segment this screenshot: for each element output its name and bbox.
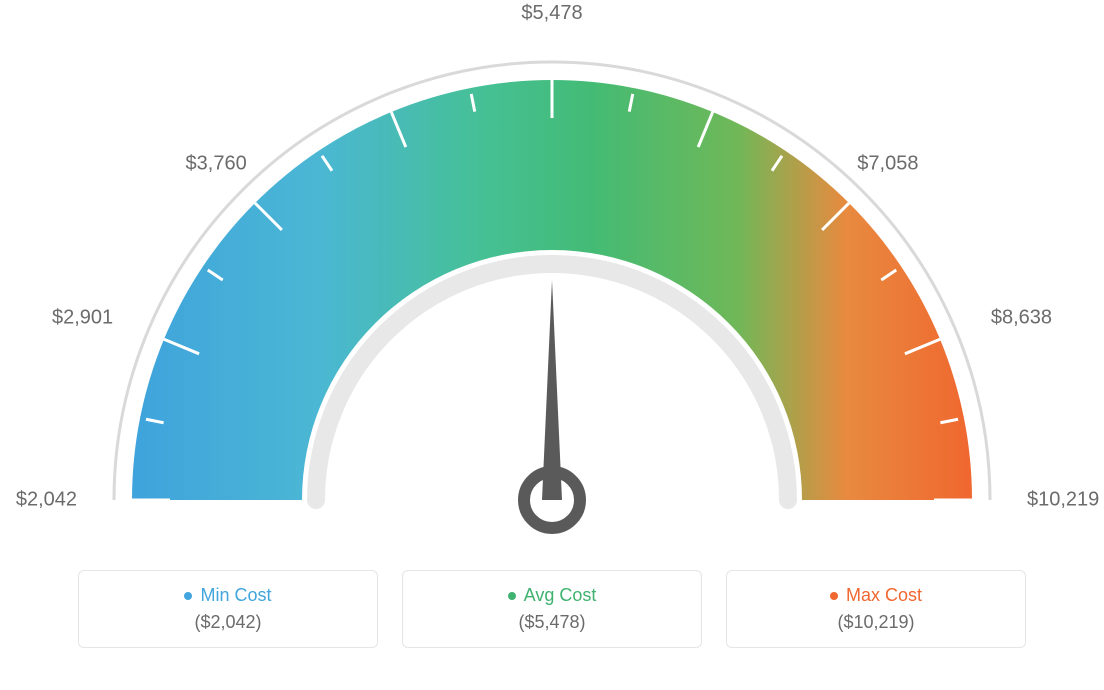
legend-card-min: Min Cost ($2,042) xyxy=(78,570,378,648)
legend-min-label: Min Cost xyxy=(184,585,271,606)
legend-avg-label: Avg Cost xyxy=(508,585,597,606)
gauge-scale-label: $3,760 xyxy=(186,153,247,176)
legend-card-max: Max Cost ($10,219) xyxy=(726,570,1026,648)
legend-avg-value: ($5,478) xyxy=(423,612,681,633)
gauge-scale-label: $8,638 xyxy=(991,307,1052,330)
gauge-chart: $2,042 $2,901 $3,760 $5,478 $7,058 $8,638 $10,… xyxy=(0,0,1104,560)
gauge-scale-label: $2,901 xyxy=(52,307,113,330)
legend-max-value: ($10,219) xyxy=(747,612,1005,633)
gauge-scale-label: $10,219 xyxy=(1027,489,1099,512)
legend-min-value: ($2,042) xyxy=(99,612,357,633)
gauge-scale-label: $7,058 xyxy=(857,153,918,176)
gauge-svg xyxy=(0,0,1104,560)
gauge-scale-label: $2,042 xyxy=(16,489,77,512)
legend-card-avg: Avg Cost ($5,478) xyxy=(402,570,702,648)
legend-row: Min Cost ($2,042) Avg Cost ($5,478) Max … xyxy=(0,570,1104,648)
gauge-scale-label: $5,478 xyxy=(521,2,582,25)
legend-max-label: Max Cost xyxy=(830,585,922,606)
